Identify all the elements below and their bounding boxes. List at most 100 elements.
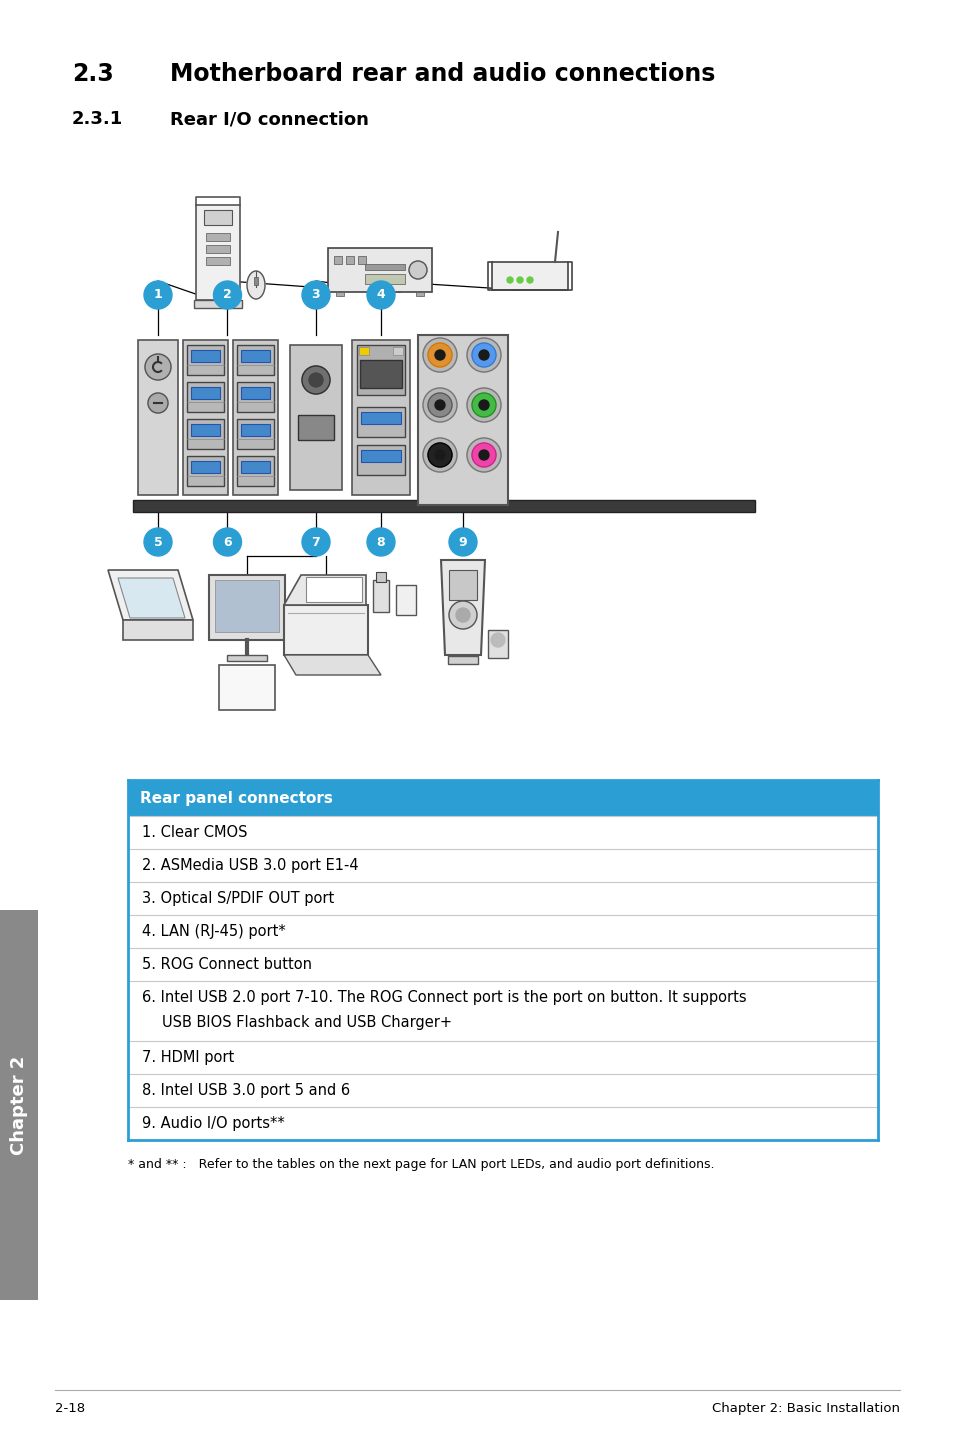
FancyBboxPatch shape bbox=[356, 407, 405, 437]
FancyBboxPatch shape bbox=[187, 345, 224, 375]
Circle shape bbox=[472, 344, 496, 367]
Circle shape bbox=[148, 393, 168, 413]
Circle shape bbox=[144, 280, 172, 309]
Text: 3. Optical S/PDIF OUT port: 3. Optical S/PDIF OUT port bbox=[142, 892, 334, 906]
FancyBboxPatch shape bbox=[395, 585, 416, 615]
FancyBboxPatch shape bbox=[357, 256, 366, 265]
FancyBboxPatch shape bbox=[241, 424, 270, 436]
Text: 5. ROG Connect button: 5. ROG Connect button bbox=[142, 958, 312, 972]
Circle shape bbox=[428, 393, 452, 417]
FancyBboxPatch shape bbox=[206, 244, 230, 253]
Circle shape bbox=[309, 372, 323, 387]
FancyBboxPatch shape bbox=[128, 1074, 877, 1107]
FancyBboxPatch shape bbox=[187, 456, 224, 486]
FancyBboxPatch shape bbox=[191, 462, 220, 473]
Text: 8. Intel USB 3.0 port 5 and 6: 8. Intel USB 3.0 port 5 and 6 bbox=[142, 1083, 350, 1099]
Text: 7. HDMI port: 7. HDMI port bbox=[142, 1050, 234, 1066]
Circle shape bbox=[422, 338, 456, 372]
Text: 2-18: 2-18 bbox=[55, 1402, 85, 1415]
FancyBboxPatch shape bbox=[306, 577, 361, 603]
FancyBboxPatch shape bbox=[0, 910, 38, 1300]
FancyBboxPatch shape bbox=[297, 416, 334, 440]
FancyBboxPatch shape bbox=[128, 948, 877, 981]
Circle shape bbox=[449, 528, 476, 557]
FancyBboxPatch shape bbox=[284, 605, 368, 654]
FancyBboxPatch shape bbox=[365, 265, 405, 270]
FancyBboxPatch shape bbox=[236, 345, 274, 375]
FancyBboxPatch shape bbox=[356, 444, 405, 475]
Circle shape bbox=[478, 349, 489, 360]
FancyBboxPatch shape bbox=[236, 418, 274, 449]
FancyBboxPatch shape bbox=[138, 339, 178, 495]
Circle shape bbox=[422, 439, 456, 472]
Circle shape bbox=[435, 450, 444, 460]
FancyBboxPatch shape bbox=[128, 981, 877, 1041]
FancyBboxPatch shape bbox=[236, 383, 274, 413]
FancyBboxPatch shape bbox=[356, 345, 405, 395]
FancyBboxPatch shape bbox=[233, 339, 277, 495]
FancyBboxPatch shape bbox=[123, 620, 193, 640]
Text: * and ** :   Refer to the tables on the next page for LAN port LEDs, and audio p: * and ** : Refer to the tables on the ne… bbox=[128, 1158, 714, 1171]
FancyBboxPatch shape bbox=[195, 206, 240, 301]
FancyBboxPatch shape bbox=[128, 815, 877, 848]
FancyBboxPatch shape bbox=[236, 456, 274, 486]
FancyBboxPatch shape bbox=[206, 233, 230, 242]
FancyBboxPatch shape bbox=[375, 572, 386, 582]
FancyBboxPatch shape bbox=[215, 580, 279, 631]
FancyBboxPatch shape bbox=[128, 915, 877, 948]
Circle shape bbox=[367, 528, 395, 557]
FancyBboxPatch shape bbox=[416, 292, 423, 296]
FancyBboxPatch shape bbox=[253, 278, 257, 285]
FancyBboxPatch shape bbox=[241, 387, 270, 398]
Text: 2.3.1: 2.3.1 bbox=[71, 109, 123, 128]
FancyBboxPatch shape bbox=[335, 292, 344, 296]
Text: USB BIOS Flashback and USB Charger+: USB BIOS Flashback and USB Charger+ bbox=[162, 1015, 452, 1030]
Circle shape bbox=[506, 278, 513, 283]
Text: 5: 5 bbox=[153, 535, 162, 548]
Text: 9. Audio I/O ports**: 9. Audio I/O ports** bbox=[142, 1116, 284, 1132]
Text: 2: 2 bbox=[223, 289, 232, 302]
Circle shape bbox=[213, 280, 241, 309]
Circle shape bbox=[526, 278, 533, 283]
Text: 2. ASMedia USB 3.0 port E1-4: 2. ASMedia USB 3.0 port E1-4 bbox=[142, 858, 358, 873]
FancyBboxPatch shape bbox=[393, 347, 402, 355]
Circle shape bbox=[456, 608, 470, 623]
Circle shape bbox=[144, 528, 172, 557]
FancyBboxPatch shape bbox=[360, 413, 400, 424]
FancyBboxPatch shape bbox=[204, 210, 232, 224]
Text: 3: 3 bbox=[312, 289, 320, 302]
Circle shape bbox=[472, 393, 496, 417]
Circle shape bbox=[302, 528, 330, 557]
Circle shape bbox=[428, 443, 452, 467]
FancyBboxPatch shape bbox=[365, 275, 405, 283]
FancyBboxPatch shape bbox=[488, 630, 507, 659]
FancyBboxPatch shape bbox=[492, 262, 567, 290]
Text: 4. LAN (RJ-45) port*: 4. LAN (RJ-45) port* bbox=[142, 925, 286, 939]
Circle shape bbox=[472, 443, 496, 467]
FancyBboxPatch shape bbox=[210, 575, 285, 640]
FancyBboxPatch shape bbox=[227, 654, 267, 661]
Text: Chapter 2: Basic Installation: Chapter 2: Basic Installation bbox=[711, 1402, 899, 1415]
Circle shape bbox=[449, 601, 476, 628]
Text: 9: 9 bbox=[458, 535, 467, 548]
FancyBboxPatch shape bbox=[449, 569, 476, 600]
Circle shape bbox=[145, 354, 171, 380]
Circle shape bbox=[491, 633, 504, 647]
Circle shape bbox=[435, 400, 444, 410]
FancyBboxPatch shape bbox=[128, 1041, 877, 1074]
Text: 1: 1 bbox=[153, 289, 162, 302]
Text: Rear panel connectors: Rear panel connectors bbox=[140, 791, 333, 805]
Circle shape bbox=[478, 450, 489, 460]
Polygon shape bbox=[440, 559, 484, 654]
Text: 6: 6 bbox=[223, 535, 232, 548]
FancyBboxPatch shape bbox=[206, 257, 230, 265]
FancyBboxPatch shape bbox=[328, 247, 432, 292]
FancyBboxPatch shape bbox=[241, 349, 270, 362]
Text: 1. Clear CMOS: 1. Clear CMOS bbox=[142, 825, 247, 840]
FancyBboxPatch shape bbox=[193, 301, 242, 308]
FancyBboxPatch shape bbox=[191, 349, 220, 362]
Circle shape bbox=[302, 280, 330, 309]
FancyBboxPatch shape bbox=[334, 256, 341, 265]
Circle shape bbox=[428, 344, 452, 367]
Text: 7: 7 bbox=[312, 535, 320, 548]
